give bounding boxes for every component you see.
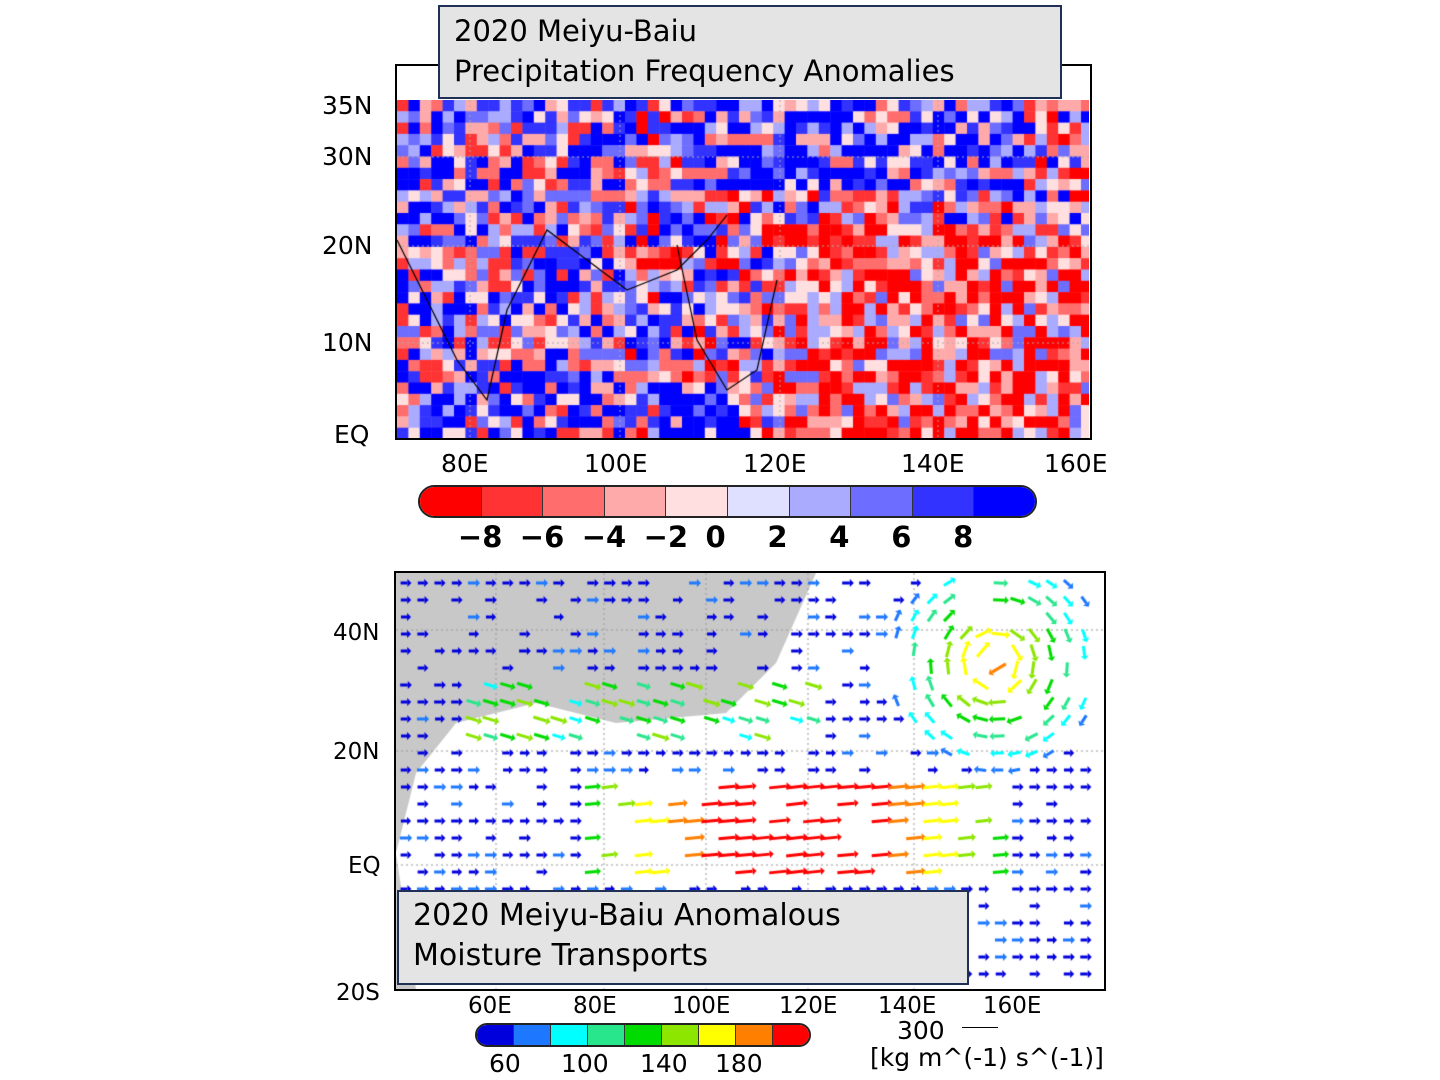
lat-label: 20N [322,231,373,260]
lat-label: 20N [333,739,380,765]
colorbar-label: −6 [519,520,565,554]
colorbar-label: 100 [561,1049,609,1078]
lat-label: 35N [322,91,373,120]
lon-label: 80E [573,993,617,1019]
units-label: [kg m^(-1) s^(-1)] [870,1043,1104,1072]
colorbar-label: 2 [767,520,788,554]
colorbar-segment [514,1025,551,1045]
colorbar-segment [736,1025,773,1045]
lon-label: 160E [1044,449,1108,478]
colorbar-label: 60 [489,1049,521,1078]
lat-label: EQ [348,853,381,879]
lon-label: 120E [743,449,807,478]
lon-label: 120E [779,993,838,1019]
moisture-title-line2: Moisture Transports [413,938,709,973]
colorbar-segment [543,487,605,516]
colorbar-segment [974,487,1035,516]
colorbar-segment [588,1025,625,1045]
colorbar-segment [477,1025,514,1045]
lat-label: 40N [333,620,380,646]
lon-label: 60E [468,993,512,1019]
precip-anomaly-heatmap [397,100,1089,438]
lon-label: 140E [901,449,965,478]
colorbar-label: 180 [715,1049,763,1078]
reference-vector-value: 300 [897,1016,945,1045]
lat-label: 10N [322,328,373,357]
precip-colorbar-labels: −8 −6 −4 −2 0 2 4 6 8 [418,520,1037,556]
colorbar-label: 4 [829,520,850,554]
colorbar-label: 8 [953,520,974,554]
lat-label: 30N [322,142,373,171]
colorbar-segment [420,487,482,516]
colorbar-label: −2 [643,520,689,554]
lon-label: 140E [878,993,937,1019]
colorbar-segment [699,1025,736,1045]
colorbar-segment [666,487,728,516]
colorbar-segment [912,487,975,516]
colorbar-label: 140 [640,1049,688,1078]
moisture-map-frame [394,571,1106,991]
colorbar-segment [851,487,913,516]
colorbar-segment [551,1025,588,1045]
colorbar-label: 6 [891,520,912,554]
lat-label: EQ [334,420,370,449]
lon-label: 80E [441,449,489,478]
precip-title-box: 2020 Meiyu-Baiu Precipitation Frequency … [438,5,1062,99]
lon-label: 100E [672,993,731,1019]
precip-colorbar [418,485,1037,518]
precip-title-line1: 2020 Meiyu-Baiu [454,14,698,48]
magnitude-colorbar [475,1023,811,1047]
colorbar-segment [625,1025,662,1045]
colorbar-segment [789,487,852,516]
lat-label: 20S [336,980,380,1006]
moisture-title-box: 2020 Meiyu-Baiu Anomalous Moisture Trans… [397,890,969,985]
reference-arrow-icon [962,1027,998,1028]
colorbar-segment [727,487,790,516]
lon-label: 100E [584,449,648,478]
colorbar-label: 0 [705,520,726,554]
moisture-title-line1: 2020 Meiyu-Baiu Anomalous [413,898,841,933]
precip-title-line2: Precipitation Frequency Anomalies [454,54,955,88]
colorbar-label: −8 [457,520,503,554]
lon-label: 160E [983,993,1042,1019]
colorbar-segment [773,1025,809,1045]
colorbar-segment [481,487,544,516]
colorbar-label: −4 [581,520,627,554]
colorbar-segment [662,1025,699,1045]
colorbar-segment [604,487,667,516]
